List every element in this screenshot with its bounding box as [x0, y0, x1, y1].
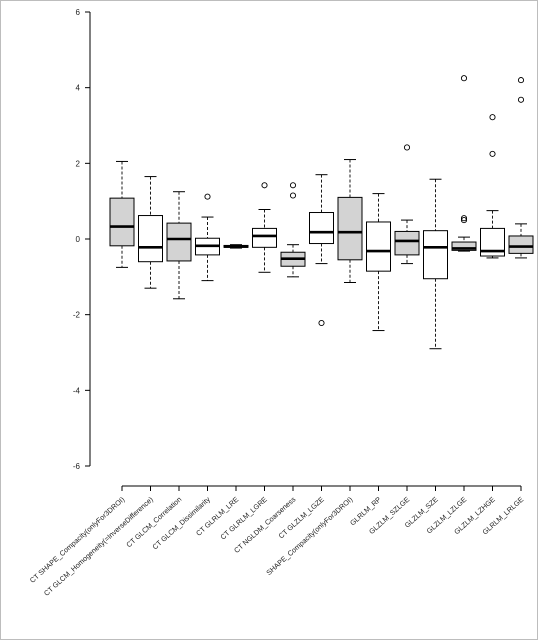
- box-1: [109, 160, 135, 268]
- box-9: [337, 159, 363, 284]
- y-tick-label: -2: [73, 311, 81, 320]
- y-tick-label: 4: [76, 84, 81, 93]
- outlier-point: [261, 182, 268, 189]
- outlier-point: [517, 77, 525, 84]
- box-15: [508, 77, 534, 259]
- x-axis: CT SHAPE_Compacity(onlyFor3DROI)CT GLCM_…: [28, 485, 525, 598]
- box-iqr: [394, 230, 420, 256]
- box-7: [280, 182, 306, 278]
- y-axis: 6 4 2 0 -2 -4 -6: [73, 8, 91, 471]
- outlier-point: [289, 192, 297, 199]
- outlier-point: [204, 193, 211, 200]
- box-iqr: [451, 241, 477, 251]
- box-iqr: [166, 222, 192, 262]
- box-4: [195, 193, 220, 282]
- box-iqr: [366, 221, 391, 272]
- outlier-point: [460, 75, 468, 82]
- outlier-point: [489, 114, 496, 121]
- box-14: [480, 114, 505, 259]
- box-13: [451, 75, 477, 252]
- box-iqr: [337, 196, 363, 261]
- box-5: [223, 244, 249, 249]
- outlier-point: [403, 144, 411, 151]
- box-8: [309, 174, 334, 327]
- box-2: [138, 176, 163, 289]
- box-10: [366, 193, 391, 332]
- x-tick-label: CT GLCM_Homogeneity(=InverseDifference): [42, 495, 155, 598]
- box-iqr: [508, 235, 534, 254]
- box-iqr: [423, 230, 448, 280]
- box-11: [394, 144, 420, 265]
- box-iqr: [309, 212, 334, 245]
- box-12: [423, 178, 448, 350]
- y-tick-label: 2: [76, 159, 81, 168]
- y-tick-label: -4: [73, 386, 81, 395]
- boxplot-series: [109, 75, 534, 350]
- y-tick-label: 6: [76, 8, 81, 17]
- y-tick-label: 0: [76, 235, 81, 244]
- box-3: [166, 191, 192, 300]
- outlier-point: [318, 319, 325, 327]
- y-tick-label: -6: [73, 462, 81, 471]
- box-iqr: [138, 215, 163, 263]
- outlier-point: [517, 96, 525, 103]
- outlier-point: [289, 182, 297, 189]
- outlier-point: [489, 150, 496, 157]
- box-6: [252, 182, 277, 273]
- box-iqr: [252, 227, 277, 248]
- outlier-point: [460, 217, 468, 224]
- box-iqr: [109, 197, 135, 247]
- outlier-point: [460, 215, 468, 222]
